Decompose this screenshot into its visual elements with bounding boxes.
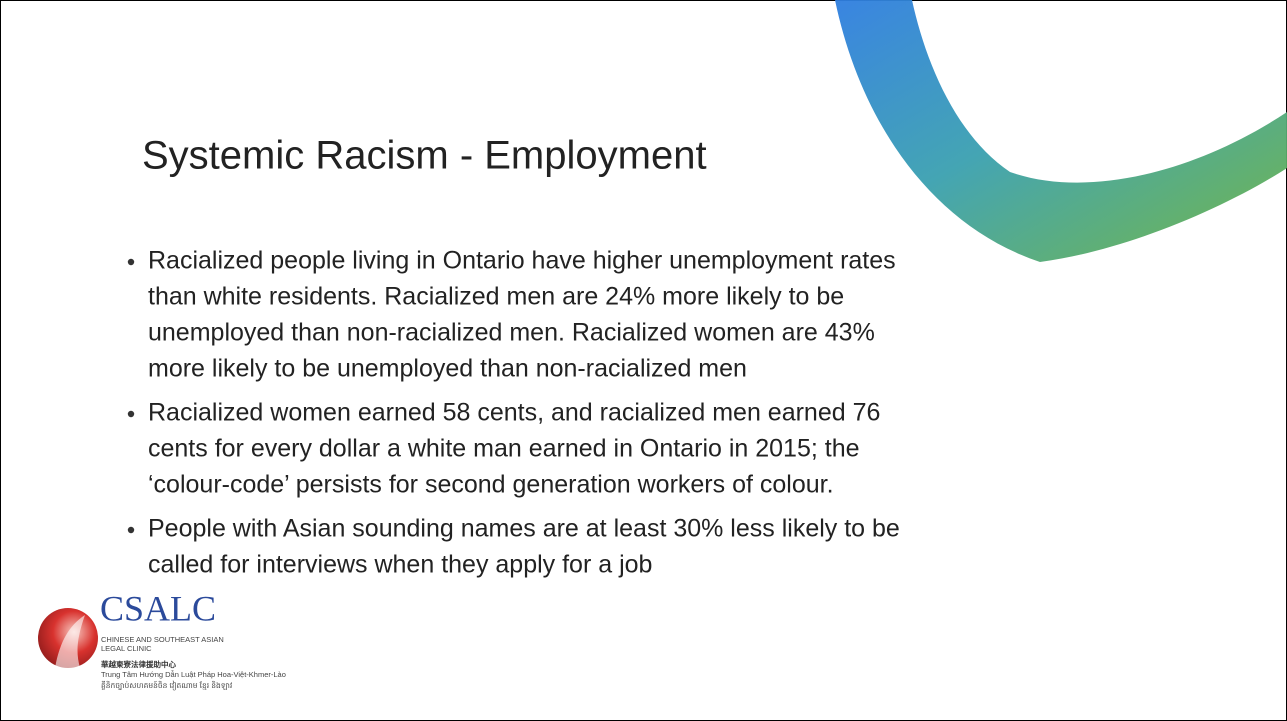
bullet-text: called for interviews when they apply fo… [148, 551, 652, 579]
logo-name: CSALC [100, 588, 216, 628]
bullet-text: unemployed than non-racialized men. Raci… [148, 319, 875, 347]
bullet-dot [127, 526, 135, 534]
logo-vietnamese: Trung Tâm Hướng Dẫn Luật Pháp Hoa-Việt-K… [101, 670, 286, 679]
bullet-dot [127, 258, 135, 266]
logo-khmer: គ្លីនិកច្បាប់សហគមន៍ចិន វៀតណាម ខ្មែរ និងឡ… [101, 680, 233, 691]
logo-chinese: 華越柬寮法律援助中心 [101, 659, 176, 669]
swoosh [835, 0, 1287, 262]
bullet-dot [127, 410, 135, 418]
bullet-text: than white residents. Racialized men are… [148, 283, 844, 311]
logo-subtitle: LEGAL CLINIC [101, 644, 152, 653]
bullet-text: cents for every dollar a white man earne… [148, 435, 860, 463]
logo-subtitle: CHINESE AND SOUTHEAST ASIAN [101, 635, 224, 644]
bullet-text: more likely to be unemployed than non-ra… [148, 355, 747, 383]
bullet-text: ‘colour-code’ persists for second genera… [148, 471, 834, 499]
bullet-text: Racialized women earned 58 cents, and ra… [148, 399, 880, 427]
bullet-text: People with Asian sounding names are at … [148, 515, 900, 543]
bullet-text: Racialized people living in Ontario have… [148, 247, 896, 275]
bullet-list: Racialized people living in Ontario have… [127, 247, 900, 579]
logo-icon-detail [55, 615, 85, 668]
slide-title: Systemic Racism - Employment [142, 134, 707, 178]
